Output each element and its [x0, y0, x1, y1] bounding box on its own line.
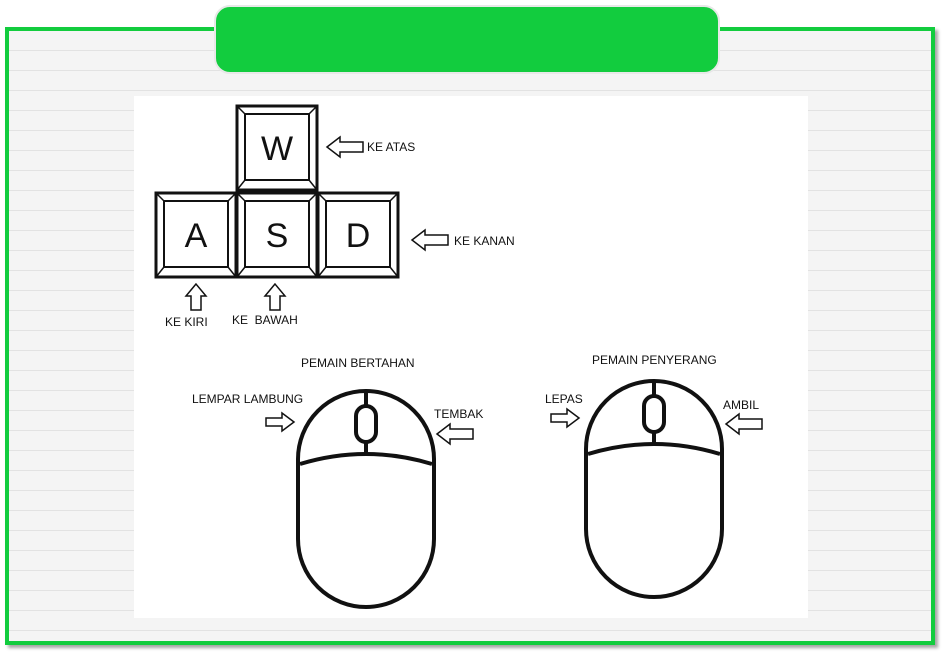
arrow-left-key-icon	[185, 283, 207, 311]
arrow-right-key-icon	[411, 229, 449, 251]
key-s-letter: S	[266, 217, 289, 255]
attacker-left-click-label: LEPAS	[545, 392, 583, 406]
attacker-right-arrow-icon	[725, 413, 763, 435]
arrow-down-key-icon	[264, 283, 286, 311]
attacker-left-arrow-icon	[550, 408, 580, 428]
attacker-title: PEMAIN PENYERANG	[592, 353, 717, 367]
title-banner	[214, 5, 720, 74]
key-d: D	[316, 191, 400, 279]
label-ke-bawah: KE BAWAH	[232, 313, 298, 327]
defender-left-click-label: LEMPAR LAMBUNG	[192, 392, 303, 406]
arrow-up-key-icon	[326, 136, 364, 158]
defender-left-arrow-icon	[265, 412, 295, 432]
key-w-letter: W	[261, 130, 293, 168]
label-ke-kiri: KE KIRI	[165, 315, 208, 329]
key-a-letter: A	[185, 217, 208, 255]
key-d-letter: D	[346, 217, 371, 255]
attacker-mouse-icon	[584, 379, 724, 599]
key-a: A	[154, 191, 238, 279]
defender-title: PEMAIN BERTAHAN	[301, 356, 415, 370]
defender-right-click-label: TEMBAK	[434, 407, 483, 421]
label-ke-kanan: KE KANAN	[454, 234, 515, 248]
attacker-right-click-label: AMBIL	[723, 398, 759, 412]
controls-svg: W A S D KE ATAS KE KANAN KE KIRI KE BAWA…	[154, 104, 763, 609]
defender-right-arrow-icon	[436, 423, 474, 445]
controls-diagram: W A S D KE ATAS KE KANAN KE KIRI KE BAWA…	[134, 96, 808, 618]
defender-mouse-icon	[296, 389, 436, 609]
key-w: W	[235, 104, 319, 192]
label-ke-atas: KE ATAS	[367, 140, 415, 154]
key-s: S	[235, 191, 319, 279]
